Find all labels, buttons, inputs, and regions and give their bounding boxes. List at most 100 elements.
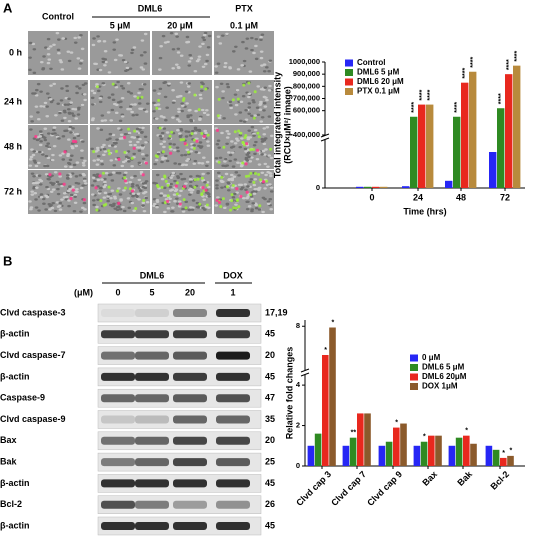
cell [172,143,176,146]
band [135,500,169,509]
band [135,309,169,317]
cell [109,159,114,162]
band [101,500,135,509]
cell [248,180,252,184]
cell [83,98,87,102]
significance-label: * [331,319,334,326]
cell [247,102,252,105]
cell [152,89,157,92]
cell [193,126,198,130]
cell [207,195,212,198]
cell [216,139,221,142]
band [173,394,207,403]
x-tick-label: 48 [456,192,466,202]
cell [231,151,235,154]
band [101,309,135,317]
cell [42,136,47,139]
green-signal [256,131,260,135]
red-signal [244,162,248,166]
cell [68,175,73,178]
y-tick-label: 800,000 [293,81,320,90]
cell [132,152,136,156]
cell [224,172,229,176]
legend-swatch [345,69,353,76]
cell [104,171,109,175]
cell [141,201,146,205]
microscopy-grid [28,31,274,214]
cell [199,89,204,92]
cell [30,193,35,196]
green-signal [181,98,185,102]
kda-label: 20 [265,435,275,445]
cell [228,67,232,70]
cell [240,186,245,189]
cell [119,198,123,201]
red-signal [201,186,205,190]
cell [32,71,37,75]
cell [73,41,78,44]
cell [188,175,193,178]
significance-label: **** [411,102,418,113]
green-signal [225,185,229,189]
cell [153,162,158,166]
cell [190,208,195,211]
cell [39,179,44,183]
bar [418,104,426,188]
cell [35,88,39,92]
cell [92,159,97,162]
legend-label: DML6 20 μM [357,77,404,86]
cell [80,206,85,210]
cell [266,170,270,174]
cell [246,185,250,188]
cell [63,116,67,120]
green-signal [158,126,162,130]
y-tick-label: 8 [296,321,300,330]
green-signal [182,137,186,141]
cell [266,165,270,168]
cell [258,103,262,106]
cell [158,68,162,71]
panel-label: A [3,0,13,15]
green-signal [236,198,240,202]
significance-label: **** [462,68,469,79]
cell [118,193,123,196]
cell [239,100,244,104]
blot-strip [97,495,262,514]
cell [46,47,51,50]
cell [82,164,86,167]
cell [115,103,119,107]
cell [71,127,75,130]
red-signal [261,180,266,184]
cell [223,65,227,69]
cell [130,110,134,114]
y-axis-label: Relative fold changes [284,347,294,440]
x-tick-label: Bax [420,469,439,488]
band [216,394,250,403]
bar [435,435,442,466]
cell [203,31,208,35]
cell [268,198,273,201]
cell [28,164,33,167]
cell [152,101,156,105]
cell [47,178,51,181]
cell [246,136,251,139]
cell [159,45,163,48]
cell [167,137,171,140]
cell [258,108,263,111]
green-signal [249,193,253,197]
cell [44,46,48,49]
cell [252,51,256,55]
cell [112,48,117,51]
green-signal [166,194,170,198]
cell [58,154,63,157]
cell [126,82,131,85]
red-signal [71,188,75,192]
row-label: 0 h [9,47,22,57]
cell [252,101,256,104]
cell [69,101,73,104]
cell [246,151,251,155]
cell [185,148,190,151]
x-tick-label: Bcl-2 [488,469,511,492]
cell [103,150,108,153]
dose-label: 1 [230,287,235,297]
